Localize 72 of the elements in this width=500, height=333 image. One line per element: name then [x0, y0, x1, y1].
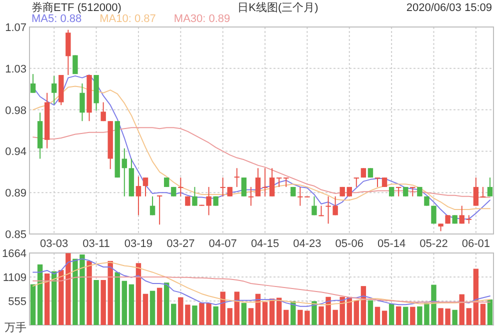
y-axis-title: 万手	[4, 321, 26, 333]
x-tick-label: 06-01	[462, 238, 490, 250]
bar	[368, 300, 374, 325]
y-tick-label: 1.03	[5, 63, 26, 76]
bar	[255, 294, 261, 325]
line-series	[32, 276, 490, 303]
bar	[52, 271, 57, 325]
bar	[171, 304, 176, 325]
chart-title: 券商ETF (512000)	[32, 1, 122, 14]
text: MA5: 0.88	[32, 13, 82, 25]
y-tick-label: 0.94	[5, 146, 26, 158]
bar	[284, 310, 289, 325]
bar	[58, 270, 64, 325]
bar	[276, 298, 282, 325]
bar	[459, 294, 464, 325]
bar	[66, 253, 71, 325]
x-tick-label: 03-03	[40, 238, 68, 250]
bar	[94, 280, 99, 325]
bar	[164, 282, 170, 325]
bar	[480, 304, 486, 325]
bar	[213, 306, 218, 325]
bar	[136, 263, 142, 325]
bar	[354, 300, 360, 325]
y-tick-label: 0.89	[5, 188, 26, 200]
bar	[262, 302, 268, 325]
bar	[192, 306, 198, 325]
bar	[220, 292, 226, 325]
bar	[248, 308, 254, 325]
bar	[44, 274, 50, 325]
x-tick-label: 03-19	[124, 238, 153, 250]
bar	[473, 268, 479, 325]
bar	[86, 260, 92, 325]
y-tick-label: 0.85	[5, 229, 26, 241]
y-tick-label: 0.98	[5, 104, 26, 117]
x-tick-label: 04-15	[250, 238, 280, 250]
bar	[452, 310, 458, 325]
bar	[403, 306, 408, 325]
bar	[122, 280, 128, 325]
bar	[487, 299, 493, 325]
bar	[374, 306, 380, 325]
bar	[227, 308, 232, 325]
x-tick-label: 03-11	[82, 238, 110, 250]
x-tick-label: 05-14	[377, 238, 406, 250]
bar	[388, 304, 394, 325]
bar	[466, 308, 472, 325]
text: MA10: 0.87	[100, 13, 156, 25]
y-tick-label: 1109	[2, 272, 26, 284]
bar	[234, 292, 240, 325]
x-tick-label: 04-07	[208, 238, 237, 250]
bar	[312, 301, 317, 325]
x-tick-label: 04-23	[293, 238, 322, 250]
bar	[30, 284, 36, 325]
y-tick-label: 1.07	[5, 22, 26, 34]
chart-subtitle: 日K线图(三个月)	[238, 1, 318, 14]
bar	[396, 306, 402, 325]
y-tick-label: 555	[8, 296, 26, 308]
text: MA30: 0.89	[174, 13, 230, 25]
y-tick-label: 1664	[2, 248, 26, 260]
bar	[142, 294, 148, 325]
bar	[410, 306, 416, 325]
bar	[37, 264, 43, 325]
bar	[360, 286, 366, 325]
x-tick-label: 05-06	[335, 238, 364, 250]
x-tick-label: 03-27	[166, 238, 195, 250]
bar	[382, 310, 388, 325]
bar	[156, 288, 162, 325]
x-tick-label: 05-22	[420, 238, 448, 250]
bar	[128, 284, 134, 325]
bar	[150, 290, 156, 325]
bar	[241, 302, 247, 325]
text: 2020/06/03 15:09	[406, 2, 492, 14]
bar	[114, 272, 120, 325]
